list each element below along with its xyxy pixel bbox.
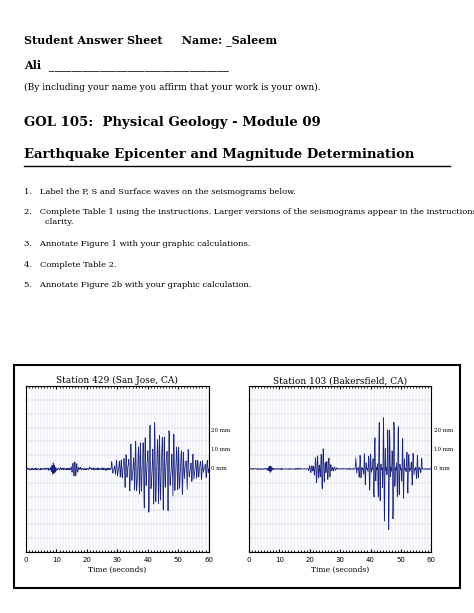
Text: (By including your name you affirm that your work is your own).: (By including your name you affirm that … xyxy=(24,83,320,92)
Text: Ali  ________________________________: Ali ________________________________ xyxy=(24,59,228,71)
Text: 2.   Complete Table 1 using the instructions. Larger versions of the seismograms: 2. Complete Table 1 using the instructio… xyxy=(24,208,474,226)
Text: 0 mm: 0 mm xyxy=(211,466,227,471)
X-axis label: Time (seconds): Time (seconds) xyxy=(311,565,369,573)
Title: Station 103 (Bakersfield, CA): Station 103 (Bakersfield, CA) xyxy=(273,376,407,386)
Text: 10 mm: 10 mm xyxy=(434,447,453,452)
Text: 0 mm: 0 mm xyxy=(434,466,450,471)
Text: 4.   Complete Table 2.: 4. Complete Table 2. xyxy=(24,261,116,268)
Title: Station 429 (San Jose, CA): Station 429 (San Jose, CA) xyxy=(56,376,178,386)
Text: 10 mm: 10 mm xyxy=(211,447,230,452)
Text: Student Answer Sheet     Name: _Saleem: Student Answer Sheet Name: _Saleem xyxy=(24,34,277,45)
Text: 20 mm: 20 mm xyxy=(211,428,230,433)
Text: 20 mm: 20 mm xyxy=(434,428,453,433)
Text: 3.   Annotate Figure 1 with your graphic calculations.: 3. Annotate Figure 1 with your graphic c… xyxy=(24,240,250,248)
Text: 1.   Label the P, S and Surface waves on the seismograms below.: 1. Label the P, S and Surface waves on t… xyxy=(24,188,296,196)
Bar xyxy=(14,365,460,588)
Text: 5.   Annotate Figure 2b with your graphic calculation.: 5. Annotate Figure 2b with your graphic … xyxy=(24,281,251,289)
Text: Earthquake Epicenter and Magnitude Determination: Earthquake Epicenter and Magnitude Deter… xyxy=(24,148,414,161)
Text: GOL 105:  Physical Geology - Module 09: GOL 105: Physical Geology - Module 09 xyxy=(24,116,320,129)
X-axis label: Time (seconds): Time (seconds) xyxy=(88,565,146,573)
